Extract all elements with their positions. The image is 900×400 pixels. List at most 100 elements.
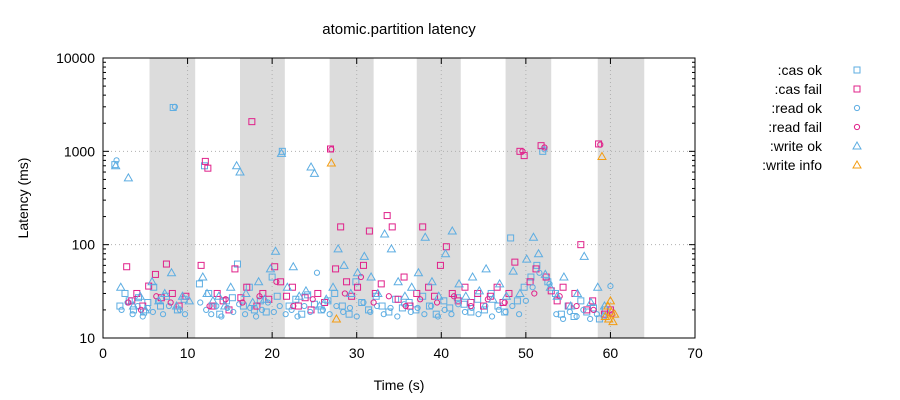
data-point [419, 223, 427, 231]
data-point [521, 254, 532, 263]
data-point [481, 263, 491, 273]
data-point [273, 292, 281, 300]
data-point [400, 273, 408, 281]
data-point [387, 304, 394, 312]
data-point [528, 232, 539, 241]
data-point [388, 223, 396, 231]
data-point [580, 306, 587, 314]
data-point [133, 289, 141, 297]
chart-title: atomic.partition latency [322, 21, 476, 38]
data-point [454, 297, 462, 305]
data-point [181, 311, 189, 318]
data-point [173, 306, 181, 314]
data-point [559, 315, 567, 323]
data-point [339, 260, 349, 269]
data-point [488, 313, 496, 320]
data-point [309, 168, 320, 177]
data-point [565, 301, 576, 310]
legend-label: :read fail [768, 119, 822, 135]
data-point [455, 301, 462, 308]
data-point [475, 311, 482, 318]
data-point [394, 313, 401, 320]
data-point [414, 304, 421, 312]
data-point [307, 308, 314, 316]
x-axis-label: Time (s) [374, 377, 425, 393]
data-point [110, 160, 121, 170]
x-tick-label: 10 [180, 345, 196, 361]
data-point [333, 302, 340, 310]
data-point [402, 302, 409, 310]
data-point [359, 251, 370, 260]
data-point [294, 291, 305, 300]
data-point [343, 278, 351, 286]
data-point [502, 308, 509, 316]
data-point [195, 280, 203, 288]
data-point [383, 212, 391, 220]
data-point [480, 306, 488, 314]
data-point [288, 306, 295, 314]
data-point [290, 302, 297, 310]
data-point [248, 118, 256, 126]
data-point [593, 311, 600, 318]
data-point [225, 282, 236, 291]
data-point [283, 292, 291, 300]
data-point [113, 157, 120, 164]
data-point [590, 306, 597, 314]
data-point [282, 282, 293, 291]
y-tick-label: 10 [79, 330, 95, 346]
data-point [116, 302, 124, 310]
plot-frame [102, 57, 696, 339]
data-point [467, 272, 478, 281]
data-point [171, 103, 178, 110]
data-point [434, 313, 442, 320]
data-point [219, 301, 230, 310]
data-point [150, 283, 158, 291]
data-point [433, 291, 444, 300]
data-point [516, 147, 524, 155]
data-point [337, 223, 345, 231]
legend-marker [853, 85, 861, 93]
data-point [553, 311, 560, 318]
data-point [340, 308, 347, 316]
data-point [214, 291, 224, 300]
x-tick-label: 40 [433, 345, 449, 361]
data-point [532, 265, 540, 273]
data-point [354, 283, 362, 291]
legend-marker [853, 66, 861, 74]
data-point [372, 288, 383, 297]
data-point [370, 299, 377, 306]
data-point [231, 160, 242, 170]
data-point [273, 278, 280, 285]
legend-label: :cas ok [778, 62, 823, 78]
data-point [536, 269, 543, 276]
data-point [358, 299, 366, 307]
data-point [224, 304, 231, 312]
data-point [380, 311, 387, 318]
legend-marker [852, 159, 862, 169]
data-point [447, 226, 458, 235]
data-point [413, 289, 421, 297]
data-point [218, 313, 225, 320]
data-point [177, 291, 188, 300]
series-write-ok [110, 148, 610, 314]
data-point [270, 246, 281, 255]
data-point [346, 304, 354, 312]
data-point [406, 282, 417, 291]
data-point [586, 297, 596, 307]
data-point [537, 142, 545, 150]
legend-label: :cas fail [775, 81, 822, 97]
data-point [140, 304, 151, 314]
data-point [400, 291, 410, 300]
data-point [115, 282, 126, 291]
data-point [317, 306, 325, 314]
data-point [258, 306, 266, 314]
data-point [454, 278, 464, 288]
data-point [367, 308, 374, 316]
data-point [529, 284, 536, 291]
data-point [583, 306, 591, 314]
data-point [213, 289, 221, 297]
data-point [540, 269, 551, 278]
data-point [440, 248, 451, 258]
data-point [121, 289, 129, 297]
